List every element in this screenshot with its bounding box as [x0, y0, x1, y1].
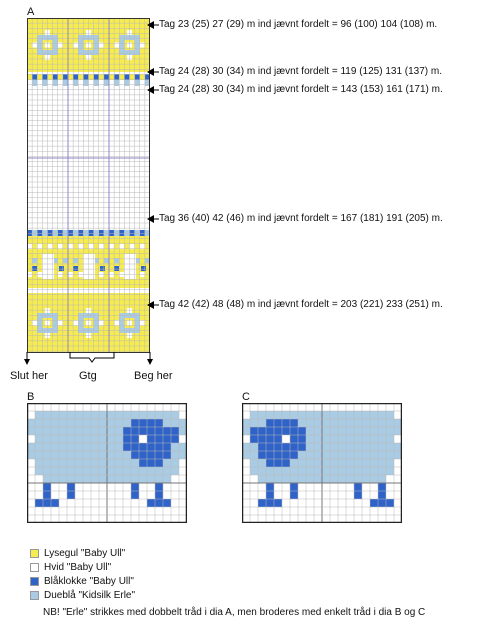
legend-label: Lysegul "Baby Ull" — [44, 548, 126, 559]
chart-a-grid — [27, 18, 150, 353]
begin-here-label: Beg her — [134, 370, 173, 382]
end-arrow-icon — [147, 359, 153, 365]
arrow-icon — [147, 301, 154, 309]
chart-b-grid — [27, 403, 187, 523]
swatch-yellow — [30, 549, 39, 558]
arrow-icon — [147, 68, 154, 76]
chart-c-label: C — [242, 391, 250, 403]
swatch-white — [30, 563, 39, 572]
start-here-label: Slut her — [10, 370, 48, 382]
swatch-blue — [30, 577, 39, 586]
decrease-note-4: Tag 36 (40) 42 (46) m ind jævnt fordelt … — [159, 213, 443, 224]
arrow-icon — [147, 21, 154, 29]
legend-label: Hvid "Baby Ull" — [44, 562, 112, 573]
arrow-icon — [147, 86, 154, 94]
chart-b-label: B — [27, 391, 35, 403]
decrease-note-5: Tag 42 (42) 48 (48) m ind jævnt fordelt … — [159, 299, 443, 310]
swatch-lightblue — [30, 591, 39, 600]
chart-a-markers — [24, 352, 153, 365]
decrease-note-3: Tag 24 (28) 30 (34) m ind jævnt fordelt … — [159, 84, 443, 95]
chart-a-label: A — [27, 6, 35, 18]
yarn-note: NB! "Erle" strikkes med dobbelt tråd i d… — [43, 607, 426, 618]
legend-label: Blåklokke "Baby Ull" — [44, 576, 134, 587]
legend-label: Dueblå "Kidsilk Erle" — [44, 590, 136, 601]
decrease-arrows — [147, 21, 159, 309]
decrease-note-2: Tag 24 (28) 30 (34) m ind jævnt fordelt … — [159, 66, 443, 77]
chart-c-grid — [242, 403, 402, 523]
repeat-label: Gtg — [79, 370, 97, 382]
start-arrow-icon — [24, 359, 30, 365]
arrow-icon — [147, 215, 154, 223]
decrease-note-1: Tag 23 (25) 27 (29) m ind jævnt fordelt … — [159, 19, 438, 30]
